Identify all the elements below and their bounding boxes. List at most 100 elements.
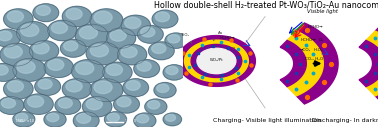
- Circle shape: [86, 42, 119, 65]
- Circle shape: [152, 10, 178, 28]
- Text: CO₂, H₂O: CO₂, H₂O: [305, 57, 324, 61]
- Circle shape: [157, 84, 169, 92]
- Polygon shape: [375, 23, 378, 104]
- Circle shape: [155, 12, 169, 22]
- Polygon shape: [366, 31, 378, 96]
- Circle shape: [48, 20, 77, 41]
- Circle shape: [117, 97, 131, 107]
- Circle shape: [125, 17, 141, 28]
- Text: O₂: O₂: [319, 38, 324, 42]
- Circle shape: [90, 79, 123, 102]
- Text: H₂O₂: H₂O₂: [314, 48, 324, 52]
- Circle shape: [71, 60, 104, 83]
- Text: 0044  15KU  ×10,000: 0044 15KU ×10,000: [6, 119, 42, 123]
- Circle shape: [33, 4, 59, 22]
- Polygon shape: [287, 31, 323, 96]
- Circle shape: [165, 33, 187, 48]
- Circle shape: [76, 62, 94, 75]
- Circle shape: [0, 31, 12, 41]
- Circle shape: [29, 41, 59, 61]
- Circle shape: [38, 79, 52, 89]
- Circle shape: [137, 61, 151, 71]
- Text: CO₂, H₂O: CO₂, H₂O: [217, 46, 235, 51]
- Text: Visible light: Visible light: [307, 9, 338, 14]
- Circle shape: [58, 98, 72, 108]
- Circle shape: [33, 43, 49, 54]
- Circle shape: [62, 79, 91, 99]
- Circle shape: [138, 25, 163, 43]
- Polygon shape: [280, 40, 306, 87]
- Circle shape: [110, 30, 126, 41]
- Circle shape: [44, 57, 73, 77]
- Circle shape: [90, 44, 108, 57]
- Circle shape: [17, 22, 50, 44]
- Circle shape: [166, 114, 175, 121]
- Circle shape: [197, 48, 236, 74]
- Circle shape: [136, 115, 149, 123]
- Circle shape: [86, 99, 102, 110]
- Circle shape: [7, 11, 23, 22]
- Circle shape: [0, 29, 20, 47]
- Circle shape: [44, 112, 66, 127]
- Circle shape: [13, 112, 35, 127]
- Circle shape: [152, 44, 166, 53]
- Circle shape: [17, 61, 35, 73]
- Circle shape: [7, 81, 23, 92]
- Circle shape: [94, 81, 112, 94]
- Circle shape: [149, 42, 174, 60]
- Circle shape: [60, 39, 86, 57]
- Circle shape: [154, 83, 176, 98]
- Circle shape: [36, 6, 50, 15]
- Circle shape: [94, 11, 112, 24]
- Circle shape: [48, 59, 64, 70]
- Polygon shape: [296, 23, 338, 104]
- Text: Au: Au: [213, 31, 223, 40]
- Text: HCHO→: HCHO→: [308, 25, 324, 29]
- Circle shape: [82, 97, 112, 117]
- Circle shape: [104, 112, 127, 127]
- Circle shape: [107, 113, 119, 122]
- Circle shape: [51, 22, 67, 34]
- Circle shape: [76, 114, 91, 123]
- Circle shape: [4, 9, 33, 29]
- Circle shape: [35, 77, 60, 95]
- Circle shape: [117, 44, 147, 65]
- Polygon shape: [178, 36, 256, 86]
- Circle shape: [13, 58, 46, 81]
- Circle shape: [66, 81, 82, 92]
- Circle shape: [62, 6, 91, 27]
- Circle shape: [66, 8, 82, 20]
- Circle shape: [147, 101, 160, 109]
- Circle shape: [4, 45, 22, 58]
- Circle shape: [168, 35, 180, 43]
- Text: Discharging- In darkness: Discharging- In darkness: [311, 118, 378, 123]
- Polygon shape: [359, 40, 378, 87]
- Circle shape: [126, 81, 140, 90]
- Text: 1μm D: 1μm D: [125, 119, 136, 123]
- Circle shape: [55, 97, 81, 114]
- Circle shape: [47, 113, 59, 122]
- Circle shape: [103, 62, 132, 83]
- Circle shape: [75, 24, 108, 47]
- Circle shape: [163, 65, 185, 80]
- Circle shape: [24, 94, 53, 114]
- Circle shape: [0, 64, 17, 81]
- Circle shape: [145, 99, 167, 114]
- Text: TiO₂: TiO₂: [181, 33, 192, 43]
- Polygon shape: [184, 40, 248, 82]
- Circle shape: [73, 112, 99, 127]
- Circle shape: [134, 113, 156, 127]
- Polygon shape: [191, 44, 242, 77]
- Text: HCHO→: HCHO→: [219, 36, 235, 40]
- Circle shape: [114, 95, 139, 113]
- Circle shape: [0, 65, 8, 75]
- Text: Hollow double-shell H₂-treated Pt-WO₃/TiO₂-Au nanocomposites: Hollow double-shell H₂-treated Pt-WO₃/Ti…: [154, 1, 378, 10]
- Text: WO₃/Pt: WO₃/Pt: [210, 58, 223, 62]
- Circle shape: [21, 24, 39, 36]
- Circle shape: [121, 15, 150, 36]
- Circle shape: [134, 60, 160, 77]
- Circle shape: [15, 113, 28, 122]
- Text: HCHO→: HCHO→: [300, 38, 316, 42]
- Circle shape: [123, 79, 149, 97]
- Circle shape: [141, 27, 155, 37]
